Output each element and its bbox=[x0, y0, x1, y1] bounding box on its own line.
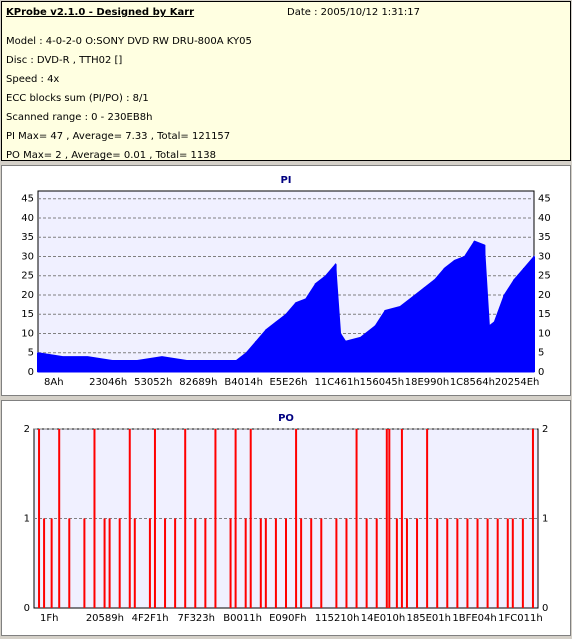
ecc-info: ECC blocks sum (PI/PO) : 8/1 bbox=[6, 93, 149, 104]
x-tick-label: 14E010h bbox=[361, 613, 405, 624]
x-tick-label: 185E01h bbox=[407, 613, 451, 624]
pi-chart-panel: PI 0 0 5 5 10 10 15 15 20 20 25 25 30 30 35 35 40 40 45 45 8A… bbox=[1, 165, 571, 396]
y-tick-label-left: 10 bbox=[21, 328, 34, 339]
x-tick-label: 4F2F1h bbox=[132, 613, 169, 624]
y-tick-label-right: 0 bbox=[542, 603, 548, 614]
po-stats: PO Max= 2 , Average= 0.01 , Total= 1138 bbox=[6, 150, 216, 161]
x-tick-label: B0011h bbox=[223, 613, 262, 624]
pi-series-area bbox=[37, 240, 535, 373]
po-chart-panel: PO 0 0 1 1 2 2 1Fh 20589h 4F2F1h 7F323h B0011h E090F… bbox=[1, 400, 571, 636]
y-tick-label-left: 45 bbox=[21, 194, 34, 205]
chart-title: PI bbox=[280, 175, 291, 186]
info-panel: KProbe v2.1.0 - Designed by Karr Date : … bbox=[1, 1, 571, 161]
disc-info: Disc : DVD-R , TTH02 [] bbox=[6, 55, 123, 66]
app-title: KProbe v2.1.0 - Designed by Karr bbox=[6, 7, 195, 18]
y-tick-label-left: 25 bbox=[21, 271, 34, 282]
chart-title: PO bbox=[278, 413, 294, 424]
y-tick-label-left: 30 bbox=[21, 251, 34, 262]
x-tick-label: 18E990h bbox=[405, 377, 449, 388]
x-tick-label: 23046h bbox=[89, 377, 127, 388]
range-info: Scanned range : 0 - 230EB8h bbox=[6, 112, 153, 123]
y-tick-label-left: 15 bbox=[21, 309, 34, 320]
y-tick-label-right: 2 bbox=[542, 424, 548, 435]
x-tick-label: 1Fh bbox=[40, 613, 58, 624]
model-info: Model : 4-0-2-0 O:SONY DVD RW DRU-800A K… bbox=[6, 36, 252, 47]
x-tick-label: 115210h bbox=[315, 613, 360, 624]
x-tick-label: 11C461h bbox=[315, 377, 360, 388]
y-tick-label-right: 25 bbox=[538, 271, 551, 282]
pi-stats: PI Max= 47 , Average= 7.33 , Total= 1211… bbox=[6, 131, 231, 142]
pi-chart: PI 0 0 5 5 10 10 15 15 20 20 25 25 30 30 35 35 40 40 45 45 8A… bbox=[21, 175, 551, 388]
x-tick-label: 53052h bbox=[134, 377, 172, 388]
x-tick-label: 1C8564h bbox=[450, 377, 495, 388]
x-tick-label: 7F323h bbox=[177, 613, 215, 624]
y-tick-label-right: 35 bbox=[538, 232, 551, 243]
x-tick-label: E090Fh bbox=[269, 613, 307, 624]
y-tick-label-right: 15 bbox=[538, 309, 551, 320]
y-tick-label-left: 5 bbox=[28, 348, 34, 359]
po-chart: PO 0 0 1 1 2 2 1Fh 20589h 4F2F1h 7F323h B0011h E090F… bbox=[24, 413, 549, 624]
x-tick-label: B4014h bbox=[224, 377, 263, 388]
y-tick-label-right: 45 bbox=[538, 194, 551, 205]
scan-date: Date : 2005/10/12 1:31:17 bbox=[287, 7, 420, 18]
y-tick-label-left: 0 bbox=[24, 603, 30, 614]
x-tick-label: 8Ah bbox=[44, 377, 64, 388]
y-tick-label-right: 30 bbox=[538, 251, 551, 262]
y-tick-label-right: 40 bbox=[538, 213, 551, 224]
x-tick-label: 20254Eh bbox=[495, 377, 539, 388]
x-tick-label: 20589h bbox=[86, 613, 124, 624]
y-tick-label-right: 5 bbox=[538, 348, 544, 359]
y-tick-label-left: 0 bbox=[28, 367, 34, 378]
y-tick-label-left: 1 bbox=[24, 514, 30, 525]
y-tick-label-right: 10 bbox=[538, 328, 551, 339]
x-tick-label: 1FC011h bbox=[498, 613, 543, 624]
x-tick-label: 156045h bbox=[360, 377, 405, 388]
y-tick-label-right: 20 bbox=[538, 290, 551, 301]
y-tick-label-left: 35 bbox=[21, 232, 34, 243]
y-tick-label-left: 40 bbox=[21, 213, 34, 224]
y-tick-label-right: 1 bbox=[542, 514, 548, 525]
speed-info: Speed : 4x bbox=[6, 74, 60, 85]
y-tick-label-left: 20 bbox=[21, 290, 34, 301]
x-tick-label: E5E26h bbox=[269, 377, 307, 388]
x-tick-label: 1BFE04h bbox=[452, 613, 496, 624]
x-tick-label: 82689h bbox=[179, 377, 217, 388]
y-tick-label-right: 0 bbox=[538, 367, 544, 378]
y-tick-label-left: 2 bbox=[24, 424, 30, 435]
